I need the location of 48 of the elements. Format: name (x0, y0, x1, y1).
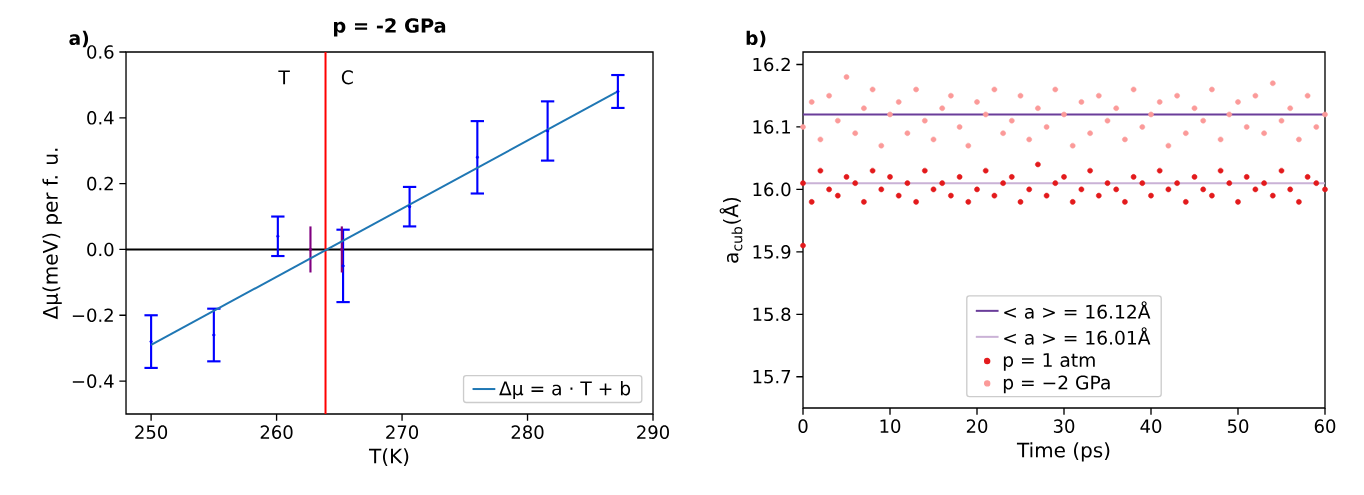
legend-label: p = −2 GPa (1003, 375, 1110, 394)
point (149, 339, 153, 344)
y-tick-label: 16.1 (753, 120, 790, 134)
legend-label: < a > = 16.12Å (1004, 301, 1151, 319)
x-tick-label: 30 (1053, 419, 1075, 433)
annotation: T (278, 70, 290, 85)
x-tick-label: 270 (386, 425, 419, 439)
x-tick-label: 290 (637, 425, 669, 439)
annotation: C (341, 70, 353, 85)
x-tick-label: 0 (798, 419, 808, 433)
x-tick-label: 10 (880, 419, 901, 433)
legend-label: Δμ = a · T + b (499, 380, 631, 400)
x-tick-label: 60 (1314, 419, 1336, 433)
point (546, 129, 550, 133)
x-tick-label: 20 (966, 419, 988, 433)
text: b) (746, 30, 766, 48)
chart-title: p = -2 GPa (334, 18, 446, 37)
point (276, 234, 280, 238)
point (407, 205, 412, 209)
point (341, 264, 345, 268)
y-tick-label: 16.2 (753, 57, 790, 72)
y-tick-label: −0.2 (72, 308, 113, 323)
y-tick-label: 16.0 (753, 182, 791, 197)
legend-label: p = 1 atm (1003, 353, 1095, 371)
point (340, 247, 344, 252)
y-tick-label: 15.9 (753, 245, 791, 259)
y-tick-label: 0.0 (87, 242, 114, 257)
x-tick-label: 40 (1140, 419, 1162, 433)
point (616, 89, 620, 94)
x-tick-label: 250 (135, 425, 168, 439)
y-tick-label: 0.2 (87, 176, 113, 191)
x-tick-label: 50 (1227, 419, 1249, 433)
point (212, 333, 216, 337)
text: a) (69, 30, 89, 48)
x-tick-label: 260 (260, 425, 293, 439)
y-axis-title: a$_{cub}$(Å) (719, 197, 743, 263)
y-tick-label: 15.7 (753, 370, 791, 384)
point (308, 247, 313, 252)
y-tick-label: −0.4 (72, 374, 114, 388)
y-tick-label: 0.6 (87, 45, 114, 59)
y-tick-label: 0.4 (87, 111, 114, 125)
legend-label: < a > = 16.01Å (1004, 327, 1151, 345)
x-axis-title: Time (ps) (1016, 442, 1110, 462)
y-axis-title: Δμ(meV) per f. u. (42, 148, 62, 320)
point (475, 155, 479, 159)
x-axis-title: T(K) (368, 448, 409, 466)
y-tick-label: 15.8 (753, 307, 791, 322)
x-tick-label: 280 (511, 425, 544, 439)
